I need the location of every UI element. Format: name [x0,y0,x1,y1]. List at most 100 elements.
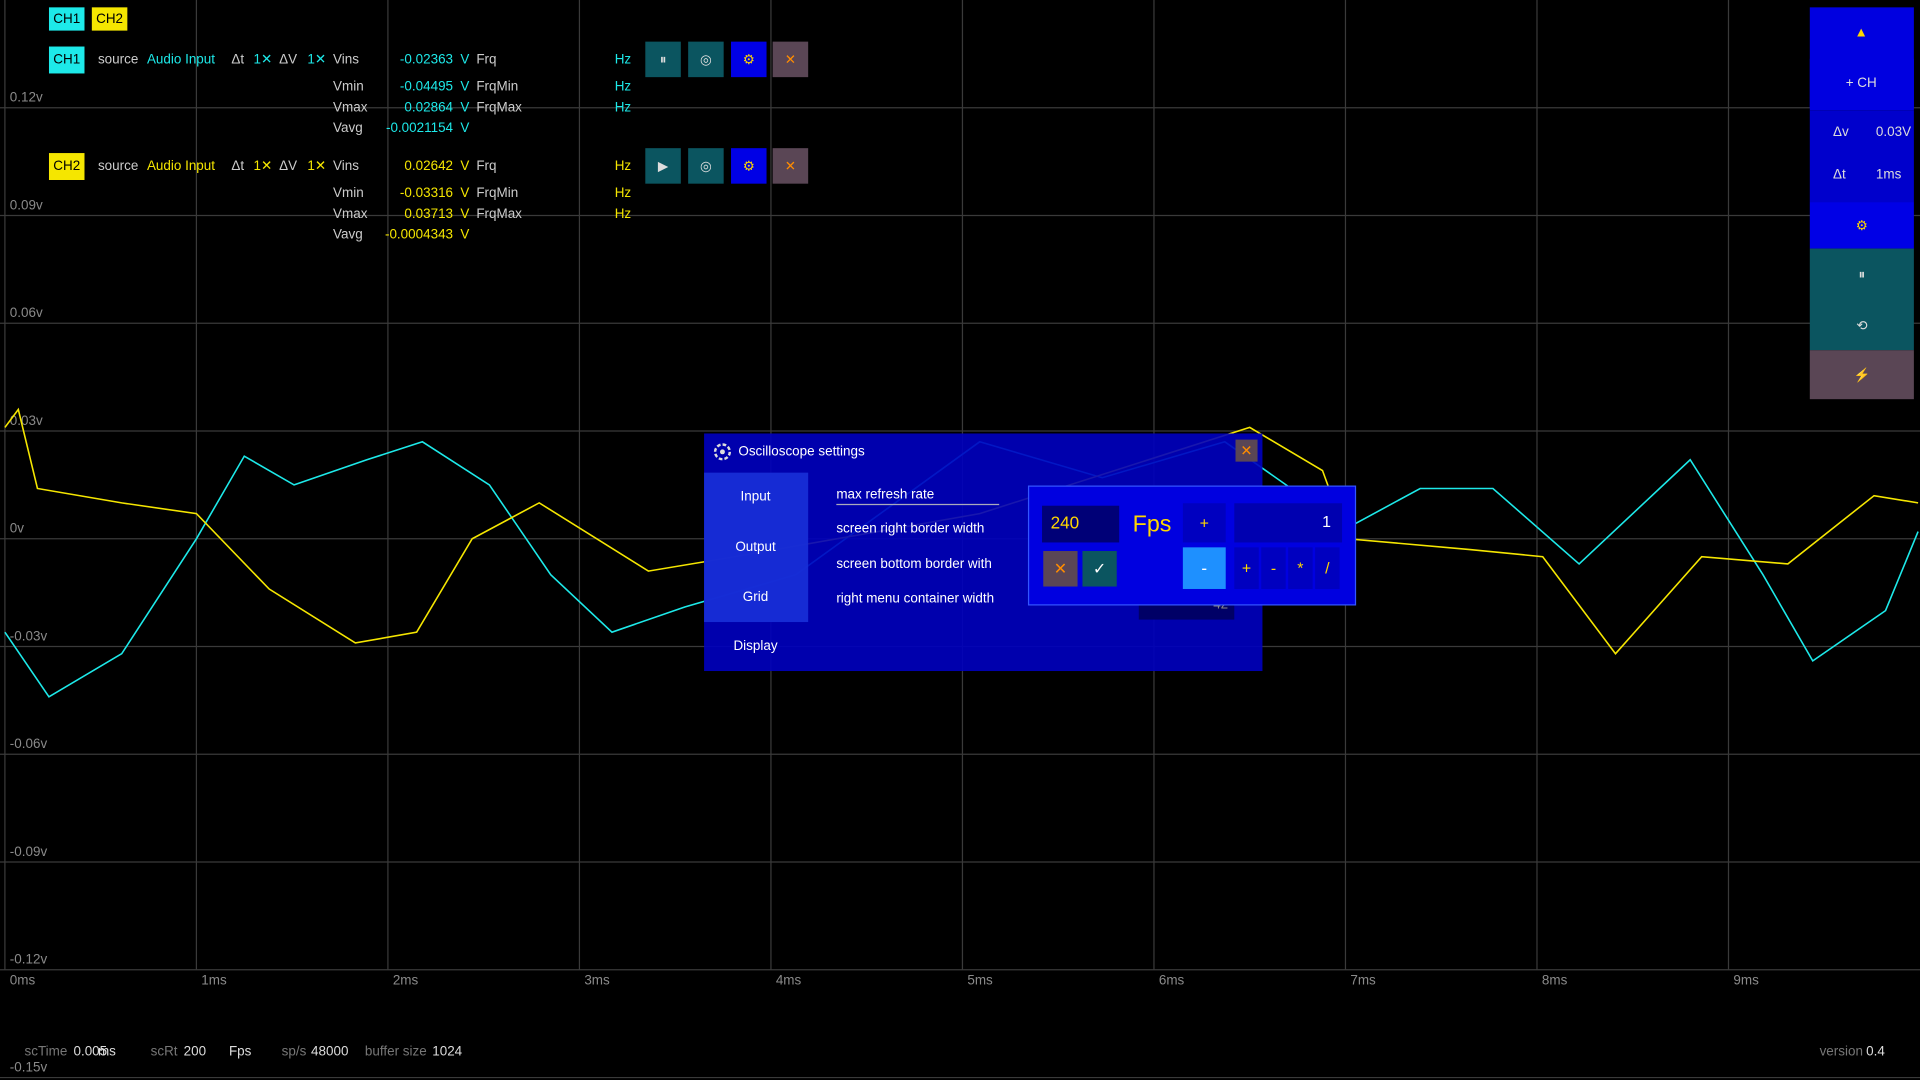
stat-label: Vavg [333,120,363,135]
channel-button[interactable] [645,148,681,184]
stat-value: -0.04495 [400,79,453,94]
keypad-value: 240 [1051,513,1080,533]
ok-button[interactable] [1082,551,1117,587]
settings-button[interactable] [1809,202,1914,249]
x-tick-label: 7ms [1350,972,1376,987]
settings-icon [713,443,732,461]
label: Δt [231,158,244,173]
settings-option: screen right border width [836,521,984,536]
stat-label: Vmax [333,99,368,114]
status-version-label: version [1820,1043,1863,1058]
settings-button-icon: ⚙ [1856,218,1868,233]
channel-tab-label: CH2 [96,11,123,26]
power-button[interactable] [1809,350,1914,400]
label: Δt [231,52,244,67]
label: ΔV [279,158,297,173]
x-tick-label: 1ms [201,972,227,987]
channel-button[interactable] [731,41,767,78]
channel-button-icon: ✕ [785,159,796,174]
freq-unit: Hz [615,99,632,114]
channel-button-icon: ✕ [785,52,796,67]
settings-option: right menu container width [836,590,994,605]
status-buffer-label: buffer size [365,1043,427,1058]
y-tick-label: -0.09v [10,844,48,859]
op-button-icon: / [1325,561,1330,578]
stat-unit: V [460,79,469,94]
x-tick-label: 8ms [1542,972,1568,987]
channel-tab[interactable] [48,7,85,31]
stat-value: 0.02864 [404,99,453,114]
channel-button[interactable] [645,41,681,78]
op-button[interactable] [1261,547,1286,589]
stat-unit: V [460,227,469,242]
ok-button-icon: ✓ [1093,561,1106,578]
op-button-icon: + [1242,561,1251,578]
minus-button-icon: - [1201,558,1207,578]
freq-unit: Hz [615,52,632,67]
channel-button[interactable] [688,41,724,78]
label: Δt [1833,167,1846,182]
y-tick-label: 0.09v [10,197,43,212]
pause-button[interactable] [1809,248,1914,300]
op-button[interactable] [1315,547,1340,589]
dt-value: 1✕ [253,52,272,67]
cancel-button[interactable] [1043,551,1078,587]
y-tick-label: -0.03v [10,628,48,643]
status-sctime-label: scTime [24,1043,67,1058]
menu-up: ▲ [1855,25,1868,40]
source-value: Audio Input [147,158,215,173]
keypad-unit: Fps [1133,510,1172,536]
cancel-button-icon: ✕ [1054,561,1067,578]
x-tick-label: 2ms [393,972,419,987]
label: ΔV [279,52,297,67]
channel-badge[interactable] [48,153,85,180]
stat-value: 0.02642 [404,158,453,173]
stat-unit: V [460,120,469,135]
pause-button-icon: ⏸ [1858,267,1865,282]
dt-value: 1✕ [253,158,272,173]
channel-button-icon: ◎ [700,52,712,67]
step-value: 1 [1322,514,1331,531]
x-tick-label: 4ms [776,972,802,987]
x-tick-label: 6ms [1159,972,1185,987]
x-tick-label: 0ms [10,972,36,987]
op-button[interactable] [1288,547,1313,589]
channel-tab[interactable] [91,7,128,31]
dv-value: 1✕ [307,52,326,67]
channel-button[interactable] [688,148,724,184]
reset-button[interactable] [1809,300,1914,351]
channel-button[interactable] [731,148,767,184]
dv-value: 0.03V [1876,124,1911,139]
minus-button[interactable] [1182,547,1226,589]
channel-button-icon: ⚙ [743,159,755,174]
stat-unit: V [460,99,469,114]
channel-button[interactable] [772,41,809,78]
op-button[interactable] [1234,547,1259,589]
freq-label: Frq [476,52,496,67]
channel-badge[interactable] [48,46,85,74]
add-channel-button[interactable] [1809,58,1914,108]
channel-button[interactable] [772,148,809,184]
freq-label: FrqMin [476,79,518,94]
stat-label: Vins [333,52,359,67]
freq-unit: Hz [615,79,632,94]
status-scrt-unit: Fps [229,1043,252,1058]
freq-unit: Hz [615,158,632,173]
plus-button[interactable] [1182,503,1226,543]
settings-tab: Input [741,489,771,504]
x-tick-label: 3ms [584,972,610,987]
freq-label: FrqMax [476,206,522,221]
y-tick-label: -0.12v [10,952,48,967]
source-value: Audio Input [147,52,215,67]
status-scrt-label: scRt [151,1043,178,1058]
channel-badge-label: CH1 [53,52,80,67]
stat-value: -0.03316 [400,185,453,200]
close-button[interactable] [1235,439,1258,462]
tab-column [704,472,809,623]
status-sctime-unit: ms [98,1043,116,1058]
stat-label: Vmin [333,185,364,200]
add-channel-label: + CH [1846,75,1877,90]
stat-unit: V [460,158,469,173]
plus-button-icon: + [1200,515,1209,532]
channel-button-icon: ⚙ [743,52,755,67]
